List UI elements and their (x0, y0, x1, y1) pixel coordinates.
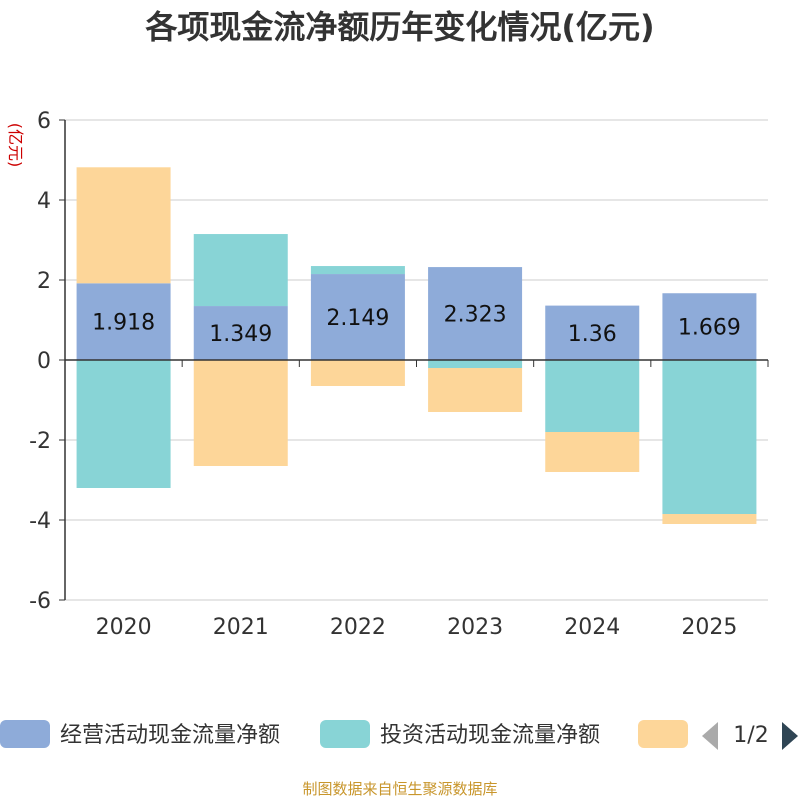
x-tick-label-2020: 2020 (96, 615, 152, 640)
legend-label-2[interactable]: 投资活动现金流量净额 (380, 723, 600, 748)
bar-series2-2023 (428, 360, 523, 368)
data-label-2020: 1.918 (92, 311, 155, 336)
bar-series1-2021 (193, 306, 288, 360)
legend-label-1[interactable]: 经营活动现金流量净额 (60, 723, 280, 748)
bar-series3-2023 (428, 368, 523, 412)
x-tick-label-2023: 2023 (447, 615, 503, 640)
bar-series2-2025 (662, 360, 757, 514)
legend-swatch-1[interactable] (0, 720, 50, 748)
bar-series3-2025 (662, 514, 757, 524)
data-label-2024: 1.36 (568, 322, 617, 347)
bar-series3-2024 (545, 432, 640, 472)
bar-series1-2023 (428, 267, 523, 360)
bars (76, 167, 757, 524)
y-axis-label: (亿元) (6, 123, 25, 168)
legend-swatch-2[interactable] (320, 720, 370, 748)
y-tick-label: 0 (37, 349, 51, 374)
data-label-2025: 1.669 (678, 316, 741, 341)
legend-page-indicator: 1/2 (733, 723, 768, 748)
data-label-2021: 1.349 (209, 322, 272, 347)
y-tick-label: 2 (37, 269, 51, 294)
x-tick-label-2022: 2022 (330, 615, 386, 640)
legend-prev-icon[interactable] (702, 722, 718, 750)
bar-series2-2020 (76, 360, 171, 488)
x-tick-label-2021: 2021 (213, 615, 269, 640)
source-note: 制图数据来自恒生聚源数据库 (302, 780, 497, 798)
bar-series3-2021 (193, 360, 288, 466)
y-tick-label: 4 (37, 189, 51, 214)
bar-series2-2022 (310, 266, 405, 275)
axes: 6 4 2 0 -2 -4 -6 2020 2021 2022 2023 2024 2025 (29, 109, 769, 640)
legend-swatch-3[interactable] (638, 720, 688, 748)
bar-series2-2021 (193, 234, 288, 307)
x-tick-label-2025: 2025 (681, 615, 737, 640)
legend: 经营活动现金流量净额 投资活动现金流量净额 1/2 (0, 720, 798, 750)
data-label-2023: 2.323 (444, 303, 507, 328)
bar-series1-2020 (76, 283, 171, 360)
x-tick-label-2024: 2024 (564, 615, 620, 640)
y-tick-label: -6 (29, 589, 51, 614)
bar-series2-2024 (545, 360, 640, 432)
bar-series1-2024 (545, 305, 640, 360)
y-tick-label: 6 (37, 109, 51, 134)
chart-title: 各项现金流净额历年变化情况(亿元) (145, 8, 654, 46)
data-label-2022: 2.149 (326, 306, 389, 331)
bar-series1-2025 (662, 293, 757, 360)
y-tick-label: -2 (29, 429, 51, 454)
bar-series1-2022 (310, 274, 405, 360)
bar-series3-2020 (76, 167, 171, 284)
y-tick-label: -4 (29, 509, 51, 534)
data-labels: 1.918 1.349 2.149 2.323 1.36 1.669 (92, 303, 741, 347)
bar-series3-2022 (310, 360, 405, 386)
legend-next-icon[interactable] (782, 722, 798, 750)
